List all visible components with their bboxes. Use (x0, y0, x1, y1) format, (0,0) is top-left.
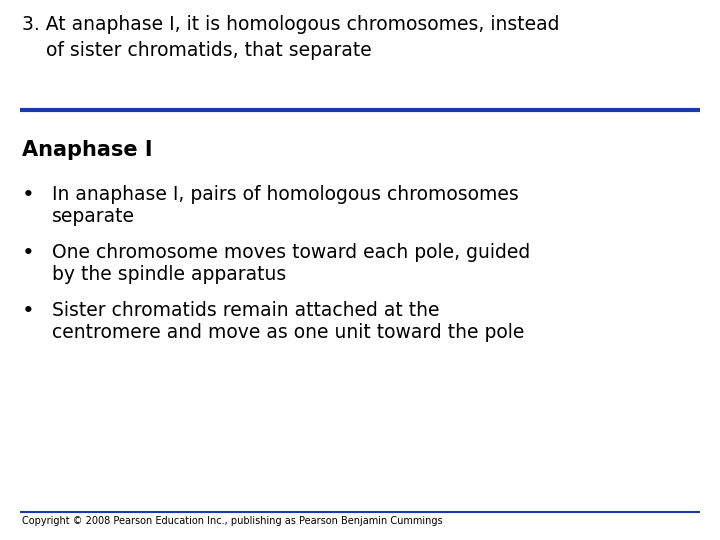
Text: separate: separate (52, 207, 135, 226)
Text: •: • (22, 301, 35, 321)
Text: One chromosome moves toward each pole, guided: One chromosome moves toward each pole, g… (52, 243, 530, 262)
Text: by the spindle apparatus: by the spindle apparatus (52, 265, 287, 284)
Text: Sister chromatids remain attached at the: Sister chromatids remain attached at the (52, 301, 439, 320)
Text: 3. At anaphase I, it is homologous chromosomes, instead: 3. At anaphase I, it is homologous chrom… (22, 15, 559, 34)
Text: Copyright © 2008 Pearson Education Inc., publishing as Pearson Benjamin Cummings: Copyright © 2008 Pearson Education Inc.,… (22, 516, 443, 526)
Text: centromere and move as one unit toward the pole: centromere and move as one unit toward t… (52, 323, 524, 342)
Text: •: • (22, 185, 35, 205)
Text: of sister chromatids, that separate: of sister chromatids, that separate (22, 41, 372, 60)
Text: •: • (22, 243, 35, 263)
Text: Anaphase I: Anaphase I (22, 140, 153, 160)
Text: In anaphase I, pairs of homologous chromosomes: In anaphase I, pairs of homologous chrom… (52, 185, 518, 204)
